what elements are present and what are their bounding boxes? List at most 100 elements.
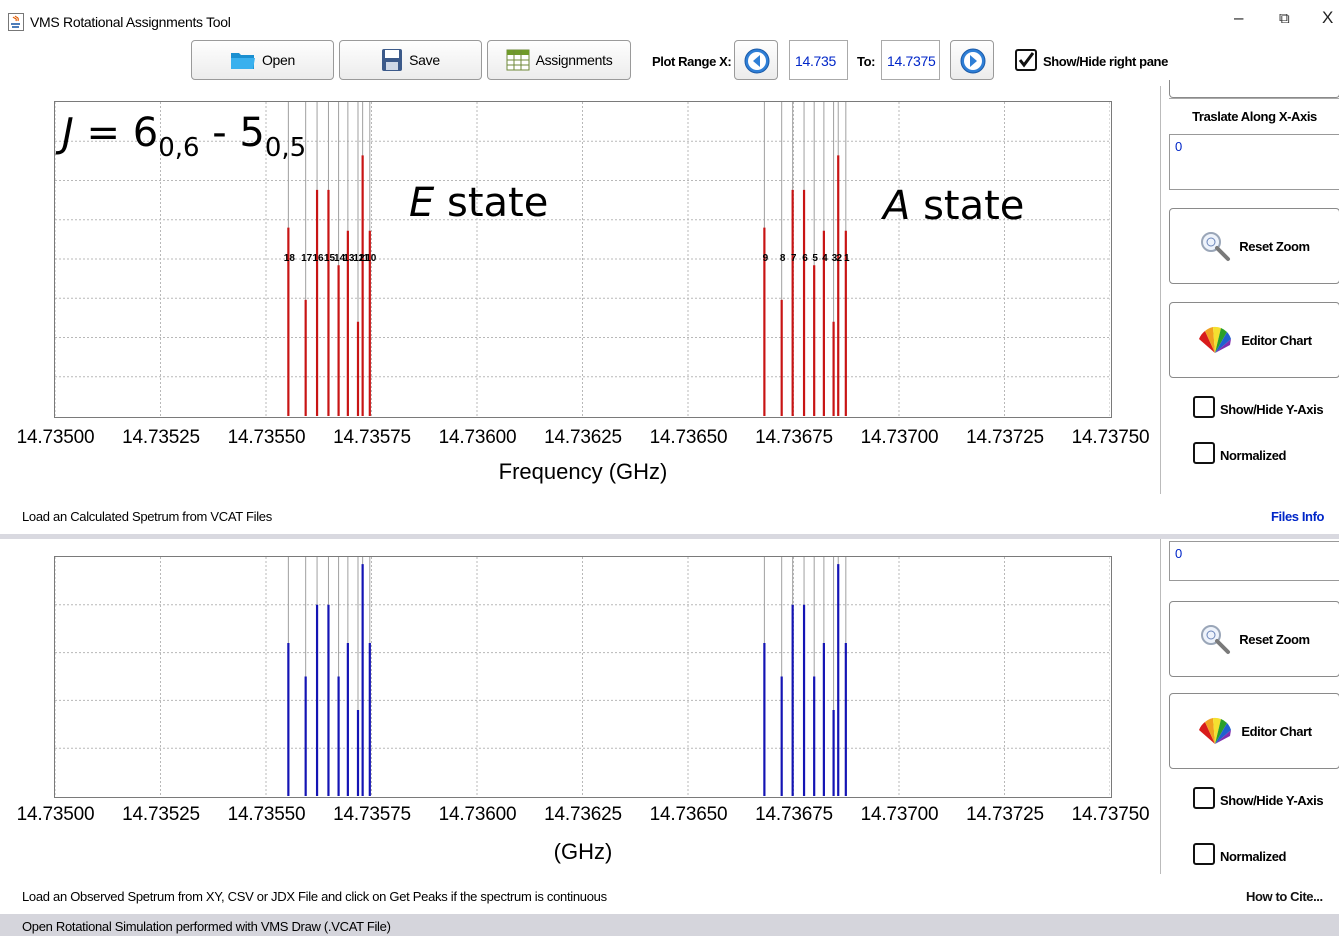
table-grid-icon (506, 49, 530, 71)
java-app-icon (8, 13, 24, 31)
maximize-button[interactable]: ⧉ (1279, 10, 1290, 27)
x-tick-label: 14.73600 (438, 427, 517, 448)
show-hide-right-pane-label: Show/Hide right pane (1043, 54, 1168, 69)
to-label: To: (857, 54, 876, 69)
transition-upper: = 6 (73, 110, 159, 156)
x-tick-label: 14.73500 (16, 804, 95, 825)
reset-zoom-label-top: Reset Zoom (1239, 238, 1310, 254)
range-to-field[interactable]: 14.7375 (881, 40, 940, 80)
e-state-letter: E (409, 180, 435, 226)
right-pane-top: Traslate Along X-Axis 0 Reset Zoom Edito… (1160, 80, 1339, 494)
translate-label: Traslate Along X-Axis (1192, 109, 1317, 124)
a-state-letter: A (883, 183, 911, 229)
floppy-disk-icon (382, 49, 403, 71)
x-tick-label: 14.73500 (16, 427, 95, 448)
footer-status-text: Open Rotational Simulation performed wit… (22, 919, 391, 934)
translate-x-field-bottom[interactable]: 0 (1169, 541, 1339, 581)
peak-label: 4 (822, 253, 828, 264)
x-tick-label: 14.73725 (966, 804, 1044, 825)
minimize-button[interactable]: – (1234, 8, 1244, 27)
right-pane-top-cut-button[interactable] (1169, 80, 1339, 98)
peak-label: 14 (334, 253, 346, 264)
calculated-status-text: Load an Calculated Spetrum from VCAT Fil… (22, 509, 272, 524)
window-title: VMS Rotational Assignments Tool (30, 14, 231, 30)
transition-lower-sub: 0,5 (264, 133, 307, 163)
arrow-right-icon (960, 48, 986, 74)
transition-upper-sub: 0,6 (158, 133, 200, 163)
editor-chart-button-bottom[interactable]: Editor Chart (1169, 693, 1339, 769)
observed-spectrum-chart (55, 557, 1110, 796)
transition-lower: - 5 (199, 110, 265, 156)
magnifier-icon (1201, 625, 1231, 654)
peak-label: 12 (353, 253, 365, 264)
x-tick-label: 14.73525 (122, 804, 200, 825)
x-tick-label: 14.73675 (755, 427, 833, 448)
assignments-button[interactable]: Assignments (487, 40, 631, 80)
editor-chart-label-top: Editor Chart (1241, 332, 1312, 348)
save-label: Save (409, 52, 440, 68)
translate-header: Traslate Along X-Axis (1169, 98, 1339, 134)
normalized-checkbox-top[interactable] (1193, 442, 1215, 464)
show-hide-y-axis-label-bottom: Show/Hide Y-Axis (1220, 793, 1324, 808)
x-tick-label: 14.73575 (333, 427, 411, 448)
range-from-field[interactable]: 14.735 (789, 40, 848, 80)
show-hide-y-axis-checkbox-bottom[interactable] (1193, 787, 1215, 809)
calculated-plot-area[interactable]: 18 17 16 15 14 13 12 11 10 9 8 7 6 5 4 3 2 1 (54, 101, 1112, 418)
open-button[interactable]: Open (191, 40, 334, 80)
peak-label: 7 (791, 253, 797, 264)
x-tick-label: 14.73600 (438, 804, 517, 825)
range-next-button[interactable] (950, 40, 994, 80)
show-hide-y-axis-checkbox-top[interactable] (1193, 396, 1215, 418)
x-tick-label: 14.73675 (755, 804, 833, 825)
peak-label: 9 (763, 253, 769, 264)
peak-label: 6 (802, 253, 808, 264)
a-state-word: state (910, 183, 1025, 229)
peak-label: 18 (284, 253, 296, 264)
editor-chart-button-top[interactable]: Editor Chart (1169, 302, 1339, 378)
normalized-label-bottom: Normalized (1220, 849, 1287, 864)
show-hide-y-axis-label-top: Show/Hide Y-Axis (1220, 402, 1324, 417)
color-fan-icon (1199, 717, 1232, 744)
x-tick-label: 14.73650 (649, 427, 728, 448)
files-info-link[interactable]: Files Info (1271, 509, 1325, 524)
folder-icon (230, 53, 255, 69)
x-tick-label: 14.73725 (966, 427, 1044, 448)
e-state-annotation: E state (409, 180, 548, 226)
footer-status-bar: Open Rotational Simulation performed wit… (0, 914, 1339, 936)
checkmark-icon (1018, 52, 1035, 68)
reset-zoom-button-top[interactable]: Reset Zoom (1169, 208, 1339, 284)
observed-plot-area[interactable] (54, 556, 1112, 798)
x-tick-label: 14.73750 (1071, 427, 1150, 448)
peak-label: 8 (780, 253, 786, 264)
magnifier-icon (1201, 232, 1231, 261)
open-label: Open (261, 52, 296, 68)
e-state-word: state (434, 180, 549, 226)
transition-annotation: J = 60,6 - 50,5 (62, 110, 306, 163)
x-tick-label: 14.73700 (860, 804, 939, 825)
right-pane-bottom: 0 Reset Zoom Editor Chart Show/Hide Y-Ax… (1160, 539, 1339, 874)
peak-label: 2 (836, 253, 842, 264)
x-tick-label: 14.73550 (227, 804, 306, 825)
peak-label: 1 (844, 253, 850, 264)
observed-spectrum-panel: 14.73500 14.73525 14.73550 14.73575 14.73600… (0, 539, 1160, 914)
peak-label: 13 (343, 253, 355, 264)
reset-zoom-button-bottom[interactable]: Reset Zoom (1169, 601, 1339, 677)
x-tick-label: 14.73700 (860, 427, 939, 448)
how-to-cite-link[interactable]: How to Cite... (1246, 889, 1323, 904)
close-button[interactable]: X (1322, 8, 1334, 27)
show-hide-right-pane-checkbox[interactable] (1015, 49, 1037, 71)
observed-status-text: Load an Observed Spetrum from XY, CSV or… (22, 889, 607, 904)
a-state-annotation: A state (883, 183, 1024, 229)
translate-x-field-top[interactable]: 0 (1169, 134, 1339, 190)
normalized-checkbox-bottom[interactable] (1193, 843, 1215, 865)
range-prev-button[interactable] (734, 40, 778, 80)
x-tick-label: 14.73750 (1071, 804, 1150, 825)
split-pane-divider[interactable] (0, 534, 1339, 539)
peak-label: 10 (365, 253, 377, 264)
color-fan-icon (1199, 326, 1232, 353)
editor-chart-label-bottom: Editor Chart (1241, 723, 1312, 739)
x-tick-label: 14.73625 (544, 427, 622, 448)
save-button[interactable]: Save (339, 40, 482, 80)
